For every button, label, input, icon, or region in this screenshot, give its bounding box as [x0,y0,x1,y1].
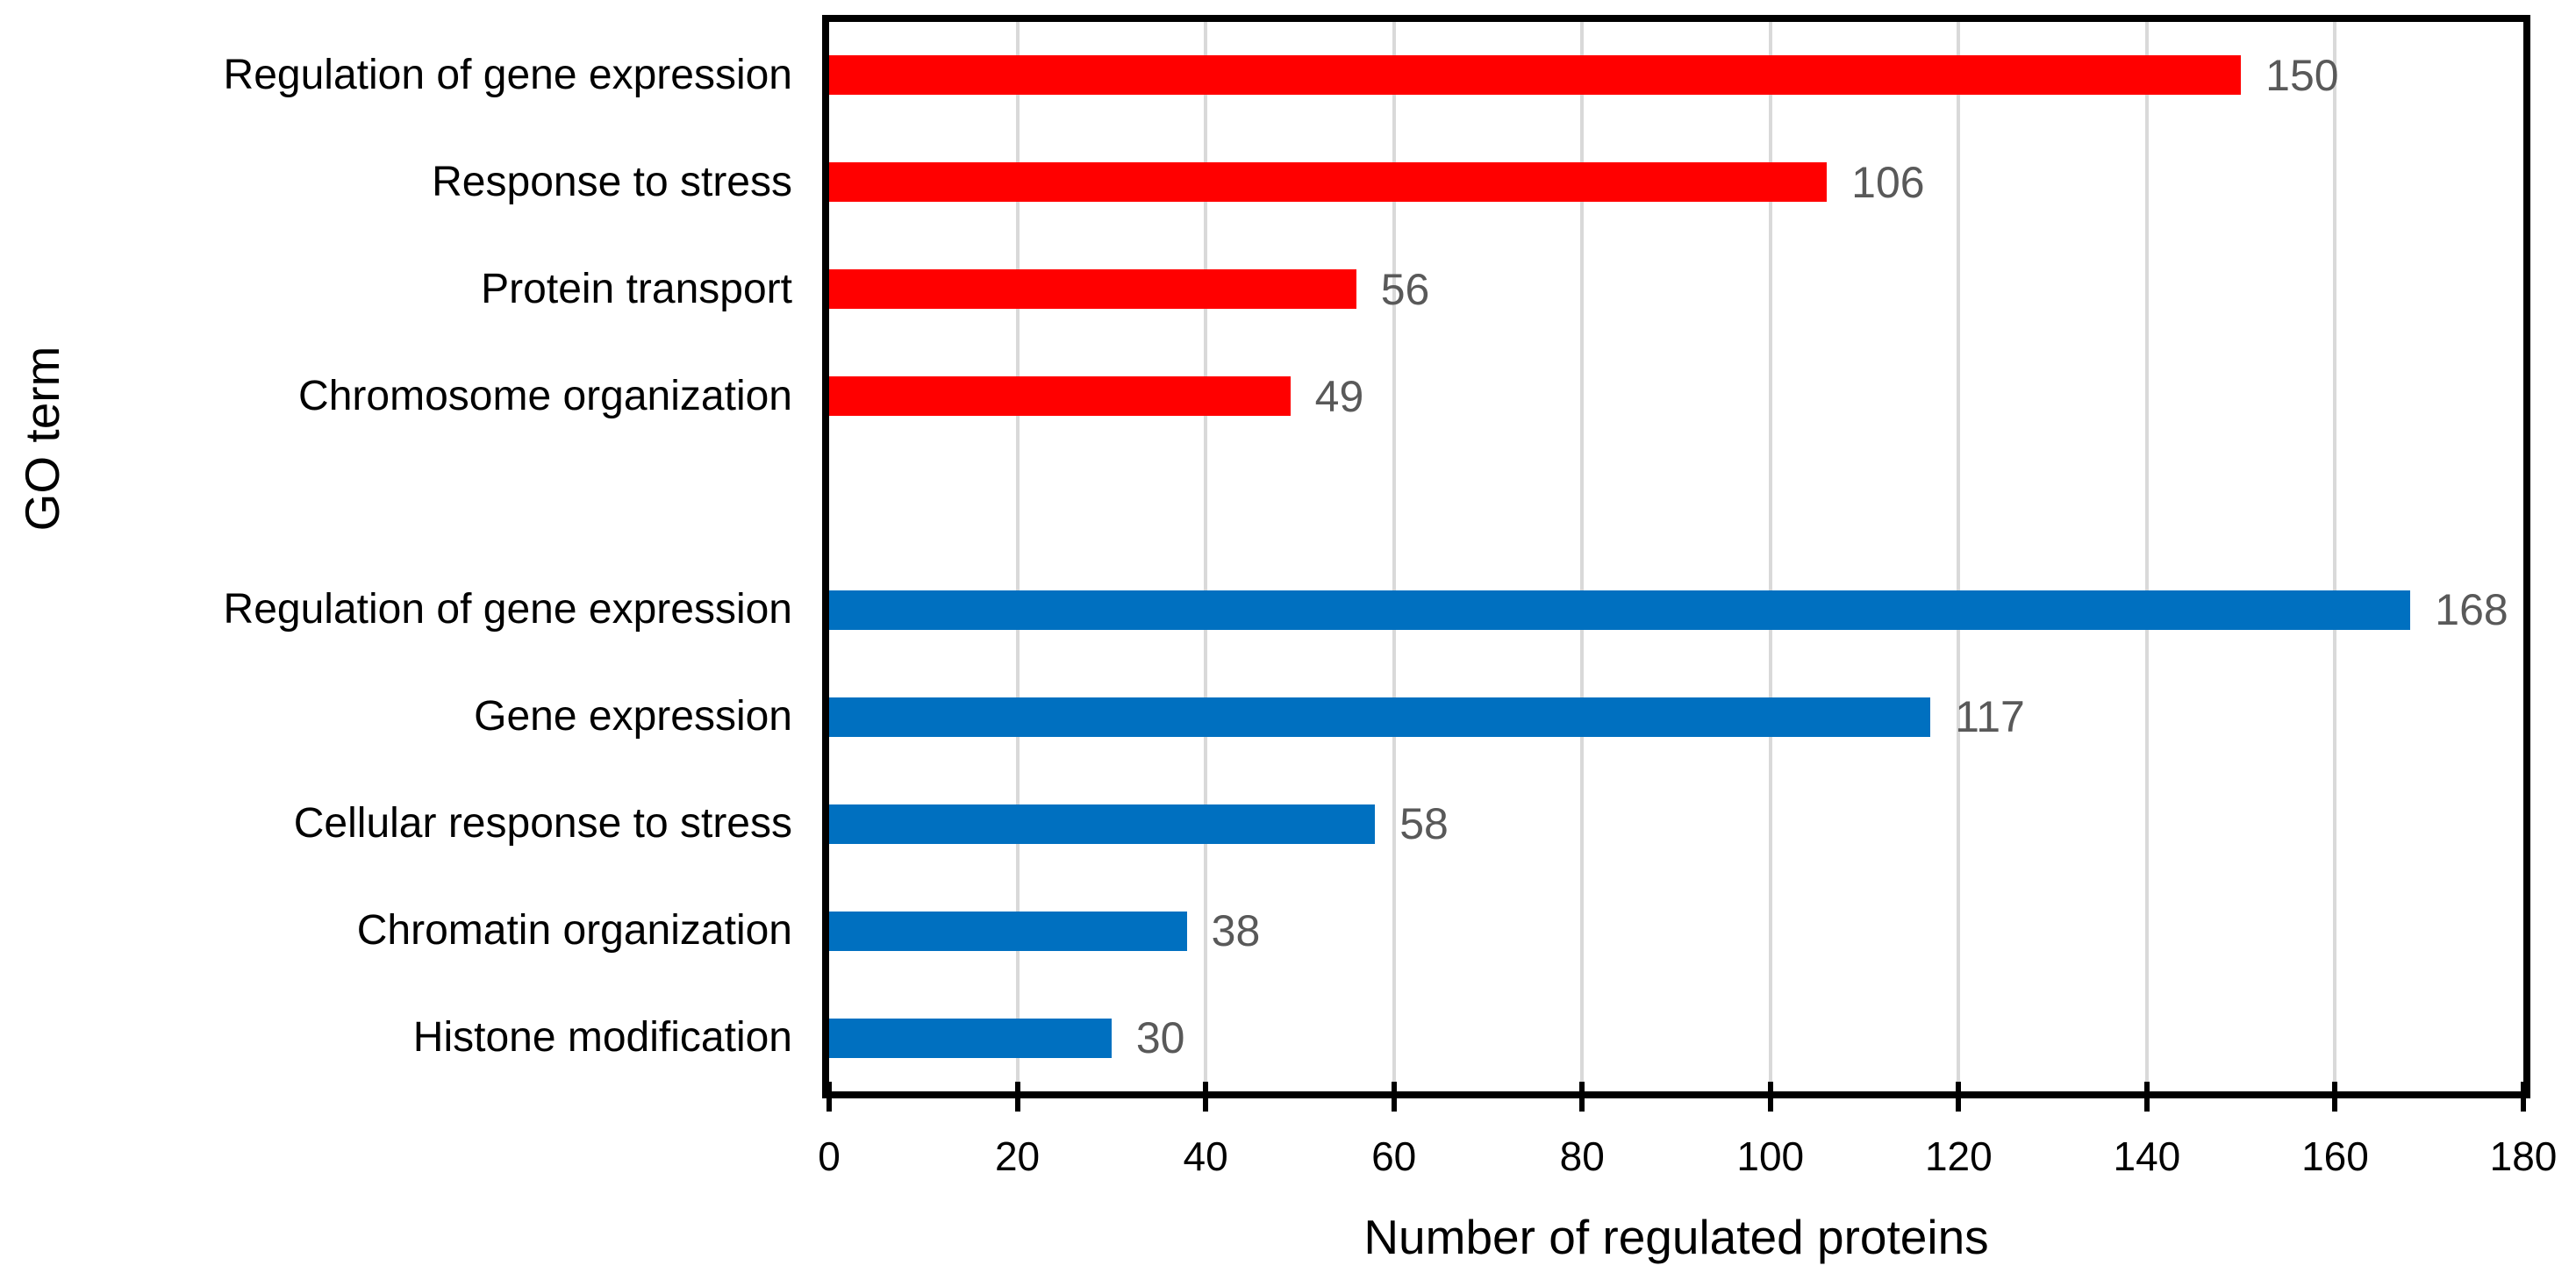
x-tick [2332,1082,2338,1112]
bar [829,376,1291,417]
value-label: 168 [2435,585,2508,635]
value-label: 106 [1851,157,1925,207]
gridline [1015,22,1020,1091]
category-label: Chromatin organization [356,907,792,955]
x-tick-label: 20 [994,1133,1041,1179]
gridline [2333,22,2337,1091]
x-tick-label: 80 [1559,1133,1605,1179]
gridline [1392,22,1396,1091]
x-tick [1767,1082,1773,1112]
x-tick-label: 60 [1371,1133,1417,1179]
x-tick [1956,1082,1962,1112]
gridline [2144,22,2149,1091]
value-label: 117 [1955,692,2025,742]
x-tick [2143,1082,2150,1112]
plot-inner: 150 106 56 49 168 117 58 38 30 [829,22,2523,1091]
x-tick [1579,1082,1585,1112]
x-tick-label: 40 [1183,1133,1228,1179]
category-label: Regulation of gene expression [223,51,792,98]
x-tick [1014,1082,1020,1112]
x-tick [1391,1082,1397,1112]
bar [829,590,2411,630]
category-label: Regulation of gene expression [223,586,792,633]
y-axis-title: GO term [15,346,69,532]
x-axis-tick-labels: 0 20 40 60 80 100 120 140 160 180 [818,1133,2557,1179]
gridline [1768,22,1772,1091]
x-tick-label: 0 [818,1133,841,1179]
x-tick-label: 100 [1736,1133,1805,1179]
x-tick-label: 140 [2113,1133,2181,1179]
x-tick [826,1082,832,1112]
plot-area: 150 106 56 49 168 117 58 38 30 [822,15,2530,1098]
bar [829,55,2242,96]
gridline [1957,22,1961,1091]
x-tick-label: 160 [2301,1133,2369,1179]
x-tick-label: 180 [2489,1133,2558,1179]
category-label: Gene expression [474,693,792,740]
bar [829,162,1828,203]
value-label: 30 [1135,1013,1185,1063]
value-label: 49 [1314,371,1364,421]
x-tick-label: 120 [1924,1133,1993,1179]
x-tick [2521,1082,2526,1112]
value-label: 150 [2265,50,2339,100]
bar [829,269,1356,310]
x-axis-title: Number of regulated proteins [1363,1210,1989,1264]
gridline [1580,22,1585,1091]
category-label: Response to stress [432,158,792,205]
x-tick [1203,1082,1209,1112]
value-label: 38 [1211,906,1261,956]
category-labels: Regulation of gene expression Response to… [79,22,792,1091]
value-label: 58 [1399,799,1449,849]
gridline [1204,22,1208,1091]
category-label: Chromosome organization [298,372,792,419]
bar [829,804,1376,844]
x-axis-ticks [826,1082,2526,1112]
bar [829,911,1187,951]
bar [829,1018,1112,1058]
category-label: Protein transport [481,265,792,312]
category-label: Cellular response to stress [293,800,792,847]
category-label: Histone modification [412,1014,792,1062]
bar [829,697,1931,737]
value-label: 56 [1380,264,1430,314]
